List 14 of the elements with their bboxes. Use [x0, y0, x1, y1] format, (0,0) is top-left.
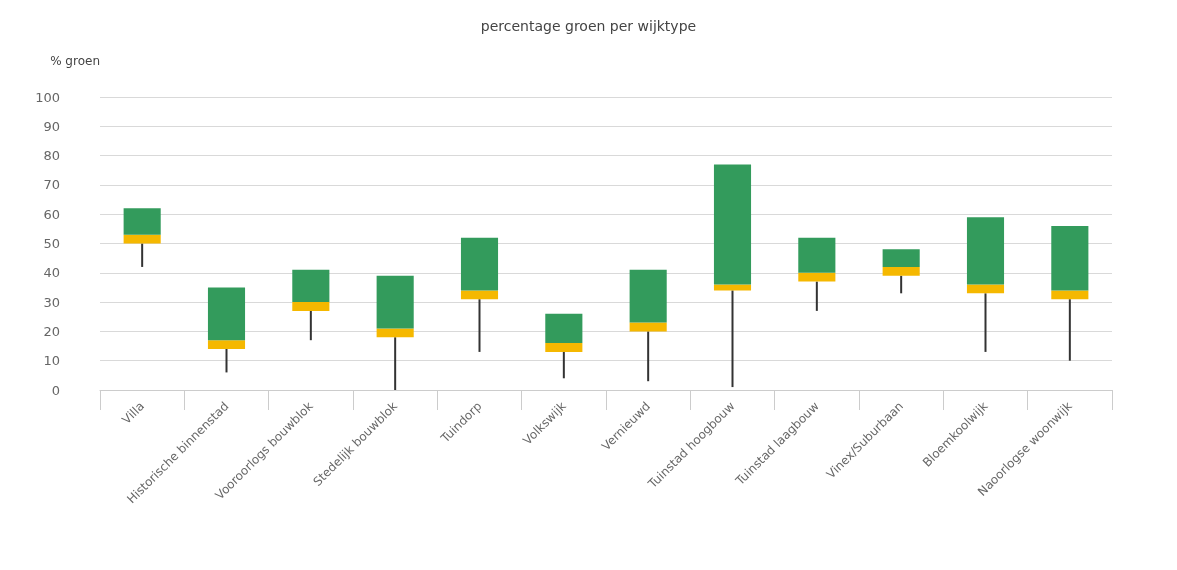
x-tick-label: Villa	[119, 399, 148, 427]
chart-title: percentage groen per wijktype	[480, 18, 697, 34]
y-tick-label: 90	[43, 118, 60, 134]
y-tick-label: 70	[43, 177, 60, 193]
y-tick-label: 30	[43, 294, 60, 310]
y-tick-label: 60	[43, 206, 60, 222]
y-axis-title: % groen	[50, 54, 100, 68]
y-tick-label: 20	[43, 323, 60, 339]
y-tick-label: 0	[51, 382, 60, 398]
y-tick-label: 80	[43, 148, 60, 164]
y-tick-label: 50	[43, 236, 60, 251]
y-tick-label: 100	[35, 89, 60, 105]
y-tick-label: 40	[43, 265, 60, 281]
y-tick-label: 10	[43, 353, 60, 369]
